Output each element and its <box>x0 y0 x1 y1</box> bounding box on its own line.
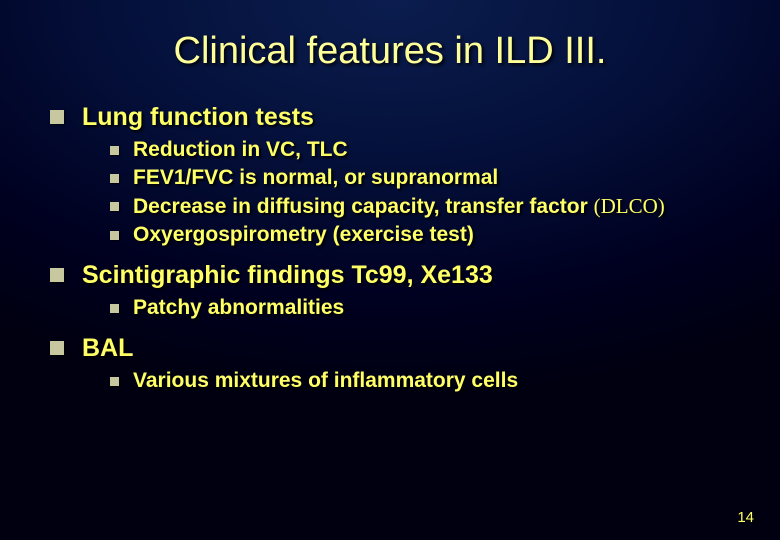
page-number: 14 <box>737 509 754 526</box>
square-bullet-icon <box>110 174 119 183</box>
square-bullet-icon <box>50 341 64 355</box>
heading-text: BAL <box>82 334 133 363</box>
heading-text: Lung function tests <box>82 103 314 132</box>
item-text: Decrease in diffusing capacity, transfer… <box>133 194 665 219</box>
item-text: FEV1/FVC is normal, or supranormal <box>133 166 498 190</box>
list-item: FEV1/FVC is normal, or supranormal <box>110 166 740 190</box>
list-item: Oxyergospirometry (exercise test) <box>110 223 740 247</box>
slide-title: Clinical features in ILD III. <box>40 30 740 73</box>
section-heading: Scintigraphic findings Tc99, Xe133 <box>50 261 740 290</box>
list-item: Patchy abnormalities <box>110 296 740 320</box>
square-bullet-icon <box>110 231 119 240</box>
item-tail: (DLCO) <box>594 194 665 218</box>
item-text: Reduction in VC, TLC <box>133 138 348 162</box>
square-bullet-icon <box>110 377 119 386</box>
section-heading: Lung function tests <box>50 103 740 132</box>
list-item: Reduction in VC, TLC <box>110 138 740 162</box>
square-bullet-icon <box>50 268 64 282</box>
item-main: Decrease in diffusing capacity, transfer… <box>133 195 594 218</box>
square-bullet-icon <box>110 202 119 211</box>
item-text: Various mixtures of inflammatory cells <box>133 369 518 393</box>
square-bullet-icon <box>110 304 119 313</box>
item-text: Patchy abnormalities <box>133 296 344 320</box>
section-heading: BAL <box>50 334 740 363</box>
list-item: Decrease in diffusing capacity, transfer… <box>110 194 740 219</box>
square-bullet-icon <box>50 110 64 124</box>
list-item: Various mixtures of inflammatory cells <box>110 369 740 393</box>
square-bullet-icon <box>110 146 119 155</box>
item-text: Oxyergospirometry (exercise test) <box>133 223 474 247</box>
slide: Clinical features in ILD III. Lung funct… <box>0 0 780 540</box>
heading-text: Scintigraphic findings Tc99, Xe133 <box>82 261 493 290</box>
